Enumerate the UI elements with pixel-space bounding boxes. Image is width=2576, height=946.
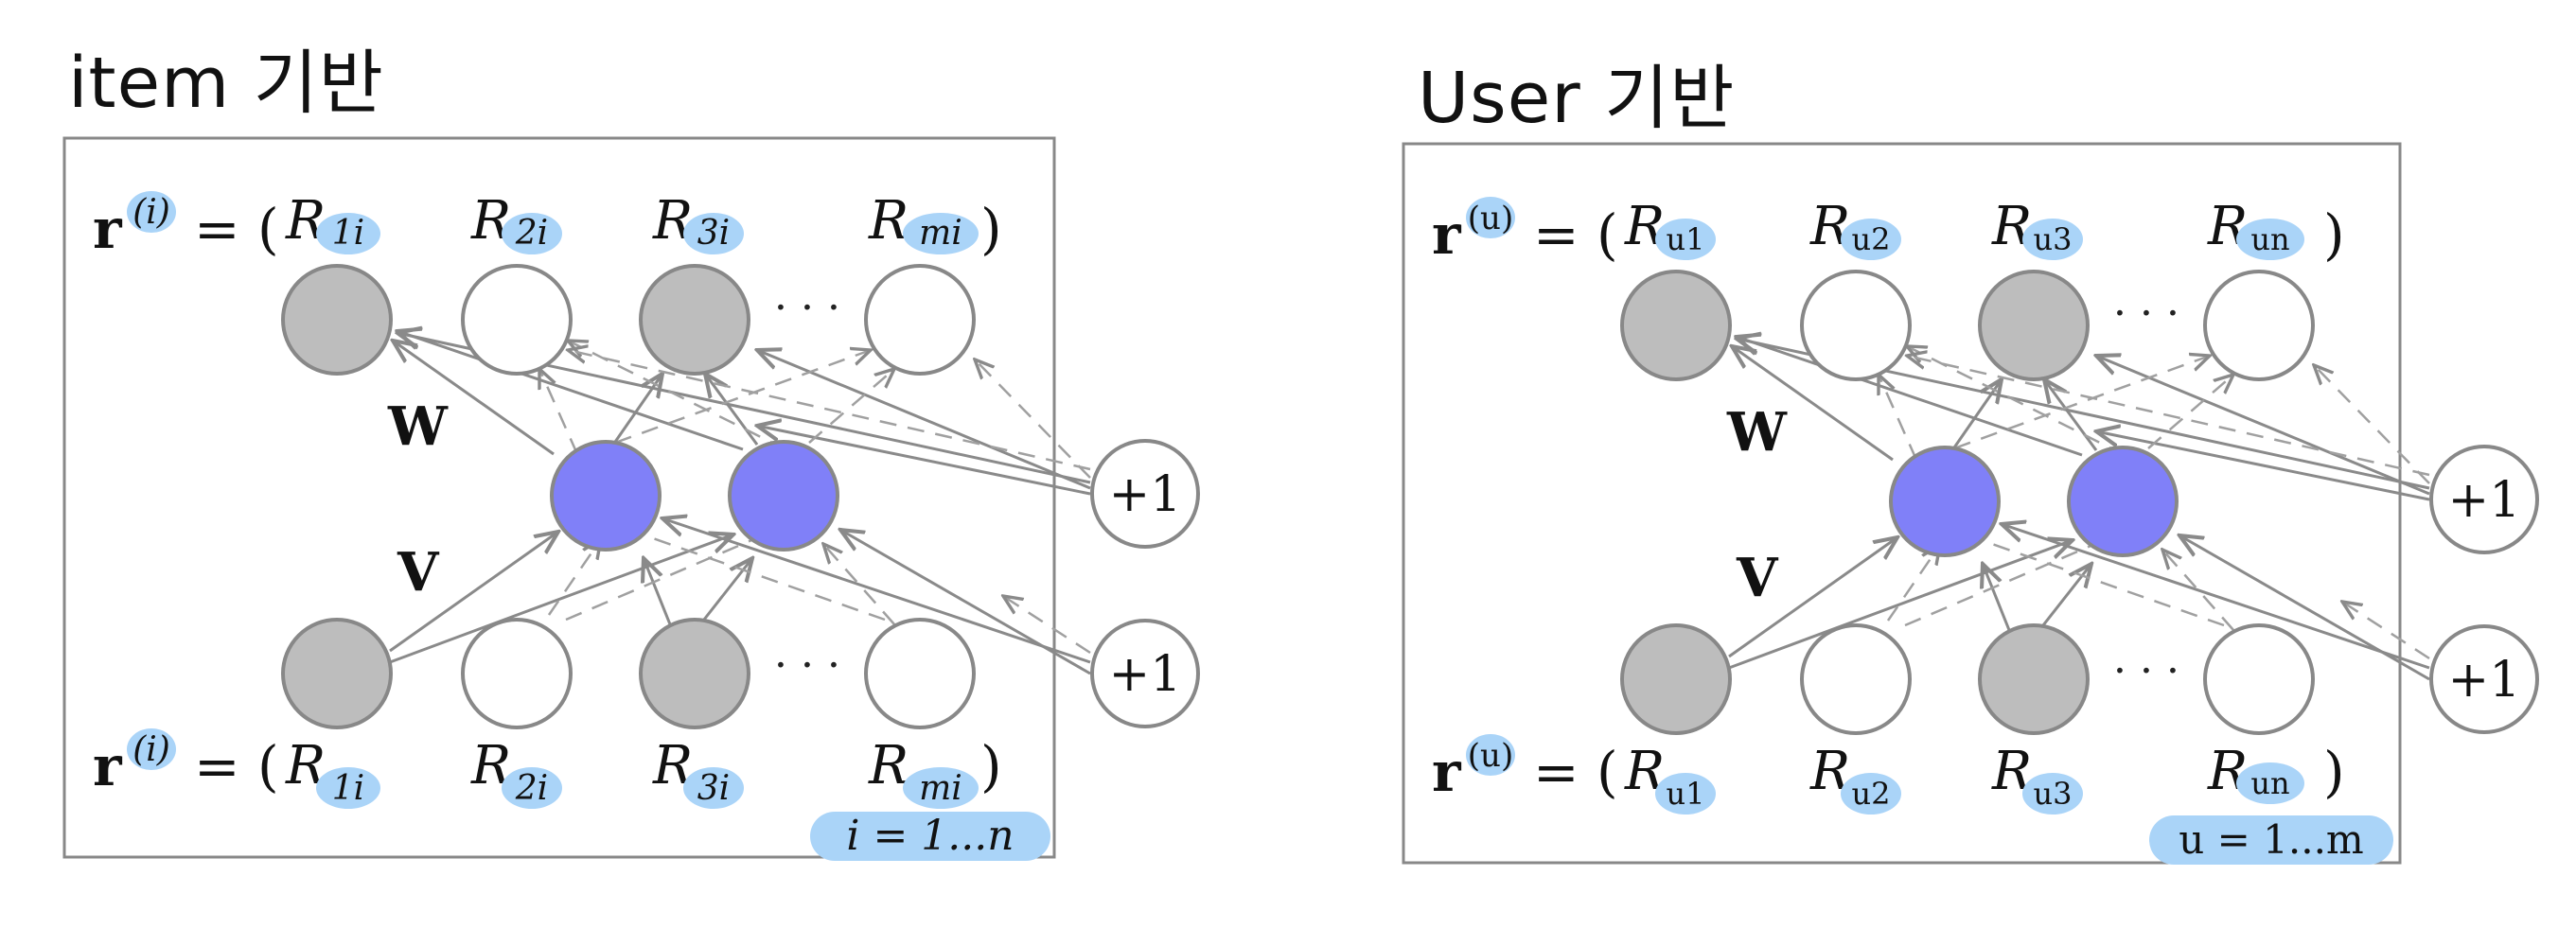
item-top-open-paren: ( bbox=[257, 197, 279, 261]
user-top-sub2: u2 bbox=[1852, 221, 1891, 257]
user-bottom-superscript: (u) bbox=[1468, 737, 1513, 775]
item-output-node-3 bbox=[639, 264, 750, 376]
user-bias-label-top: +1 bbox=[2448, 472, 2521, 529]
user-output-node-3 bbox=[1978, 270, 2090, 381]
item-bias-label-top: +1 bbox=[1109, 466, 1182, 523]
item-range-label: i = 1...n bbox=[846, 812, 1014, 860]
user-dots-bottom: · · · bbox=[2113, 647, 2179, 695]
user-top-close-paren: ) bbox=[2323, 202, 2345, 267]
user-weight-w: W bbox=[1726, 401, 1788, 464]
item-top-subm: mi bbox=[919, 214, 962, 253]
item-dots-bottom: · · · bbox=[774, 641, 840, 690]
item-top-close-paren: ) bbox=[980, 197, 1002, 261]
user-hidden-node-2 bbox=[2067, 446, 2179, 557]
item-top-sub2: 2i bbox=[515, 214, 548, 253]
user-bias-label-bottom: +1 bbox=[2448, 652, 2521, 709]
user-bottom-sub3: u3 bbox=[2034, 776, 2073, 812]
user-input-node-1 bbox=[1620, 623, 1732, 735]
user-dots-top: · · · bbox=[2113, 289, 2179, 338]
user-top-sub3: u3 bbox=[2034, 221, 2073, 257]
user-bottom-sub2: u2 bbox=[1852, 776, 1891, 812]
item-top-vector: r bbox=[93, 197, 123, 261]
user-top-open-paren: ( bbox=[1597, 202, 1618, 267]
user-top-equals: = bbox=[1533, 202, 1579, 267]
item-bottom-rm: R bbox=[868, 735, 909, 797]
user-panel-frame bbox=[1402, 142, 2402, 865]
item-bottom-close-paren: ) bbox=[980, 734, 1002, 798]
user-input-node-2 bbox=[1800, 623, 1912, 735]
user-bottom-close-paren: ) bbox=[2323, 740, 2345, 804]
user-bottom-sub1: u1 bbox=[1667, 776, 1705, 812]
user-panel: +1 +1 · · · · · · W V r (u) = ( R u1 R u… bbox=[1402, 142, 2539, 865]
user-input-node-3 bbox=[1978, 623, 2090, 735]
item-dashed-edges bbox=[539, 341, 1091, 655]
item-bottom-superscript: (i) bbox=[132, 730, 170, 769]
item-output-node-2 bbox=[461, 264, 573, 376]
item-panel-title: item 기반 bbox=[68, 43, 384, 124]
user-output-node-2 bbox=[1800, 270, 1912, 381]
user-top-superscript: (u) bbox=[1468, 200, 1513, 237]
item-bottom-vector: r bbox=[93, 734, 123, 798]
user-range-highlight bbox=[2149, 815, 2393, 865]
item-input-node-3 bbox=[639, 618, 750, 729]
user-top-subn: un bbox=[2250, 221, 2289, 257]
item-panel: +1 +1 · · · · · · W V r (i) = ( R 1i R 2… bbox=[62, 136, 1200, 861]
user-input-node-n bbox=[2203, 623, 2315, 735]
user-bias-node-top bbox=[2429, 445, 2539, 554]
item-bottom-subm: mi bbox=[919, 769, 962, 808]
item-top-sub3: 3i bbox=[697, 214, 730, 253]
item-hidden-node-1 bbox=[550, 440, 662, 552]
item-weight-v: V bbox=[397, 541, 440, 604]
user-output-node-1 bbox=[1620, 270, 1732, 381]
user-bottom-open-paren: ( bbox=[1597, 740, 1618, 804]
item-range-highlight bbox=[810, 812, 1050, 861]
item-bottom-sub3: 3i bbox=[697, 769, 730, 808]
user-bottom-subn: un bbox=[2250, 765, 2289, 801]
user-dashed-edges bbox=[1879, 346, 2430, 660]
user-bias-node-bottom bbox=[2429, 624, 2539, 734]
item-bottom-open-paren: ( bbox=[257, 734, 279, 798]
item-bottom-sub2: 2i bbox=[515, 769, 548, 808]
item-dots-top: · · · bbox=[774, 284, 840, 332]
item-input-node-1 bbox=[281, 618, 393, 729]
item-top-rm: R bbox=[868, 190, 909, 252]
item-weight-w: W bbox=[387, 395, 449, 458]
item-top-superscript: (i) bbox=[132, 193, 170, 232]
item-bottom-sub1: 1i bbox=[332, 769, 364, 808]
user-hidden-node-1 bbox=[1889, 446, 2001, 557]
item-top-sub1: 1i bbox=[332, 214, 364, 253]
user-panel-title: User 기반 bbox=[1418, 58, 1736, 139]
user-top-vector: r bbox=[1432, 202, 1462, 267]
user-range-label: u = 1...m bbox=[2179, 816, 2364, 863]
item-bias-label-bottom: +1 bbox=[1109, 646, 1182, 703]
item-input-node-2 bbox=[461, 618, 573, 729]
user-weight-v: V bbox=[1736, 547, 1779, 609]
user-bottom-equals: = bbox=[1533, 740, 1579, 804]
item-output-node-m bbox=[864, 264, 976, 376]
item-input-node-m bbox=[864, 618, 976, 729]
item-hidden-node-2 bbox=[728, 440, 839, 552]
user-output-node-n bbox=[2203, 270, 2315, 381]
user-top-sub1: u1 bbox=[1667, 221, 1705, 257]
user-bottom-vector: r bbox=[1432, 740, 1462, 804]
item-bias-node-top bbox=[1090, 439, 1200, 549]
item-output-node-1 bbox=[281, 264, 393, 376]
item-bottom-equals: = bbox=[194, 734, 240, 798]
item-top-equals: = bbox=[194, 197, 240, 261]
item-panel-frame bbox=[62, 136, 1056, 859]
item-bias-node-bottom bbox=[1090, 619, 1200, 728]
